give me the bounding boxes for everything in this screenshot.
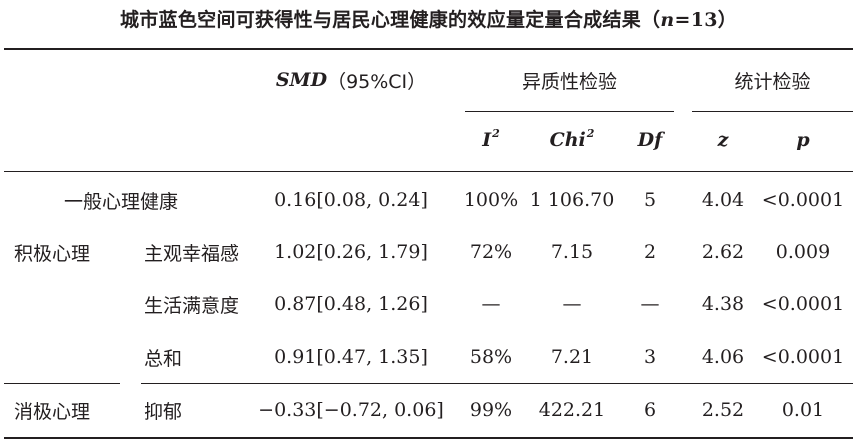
header-smd-label: SMD [275,69,328,91]
caption-n-label: n [660,9,675,31]
header-i2-sup: 2 [492,126,500,140]
table-caption: 城市蓝色空间可获得性与居民心理健康的效应量定量合成结果（n=13） [0,6,857,34]
row-3-z: 4.38 [701,293,745,315]
row-4-chi2: 7.21 [550,346,594,368]
section-rule-right [141,383,853,384]
row-3-p: <0.0001 [761,293,845,315]
row-5-p: 0.01 [781,399,825,421]
row-1-chi2: 1 106.70 [529,189,615,211]
section-rule-left [4,383,120,384]
row-2-group: 积极心理 [14,242,91,265]
header-p: p [796,129,810,151]
row-3-df: — [640,293,660,315]
row-2-smd: 1.02[0.26, 1.79] [274,241,428,263]
row-2-df: 2 [643,241,657,263]
row-2-z: 2.62 [701,241,745,263]
row-1-z: 4.04 [701,189,745,211]
bottom-rule [4,437,853,439]
statistics-underline [692,111,853,112]
row-3-smd: 0.87[0.48, 1.26] [274,293,428,315]
row-1-df: 5 [643,189,657,211]
caption-text: 城市蓝色空间可获得性与居民心理健康的效应量定量合成结果（ [119,9,661,31]
row-2-p: 0.009 [775,241,831,263]
row-5-smd: −0.33[−0.72, 0.06] [258,399,444,421]
row-3-i2: — [481,293,501,315]
header-i2-label: I [482,129,492,151]
row-1-p: <0.0001 [761,189,845,211]
row-4-p: <0.0001 [761,346,845,368]
row-5-df: 6 [643,399,657,421]
header-chi2: Chi 2 [522,120,622,160]
heterogeneity-underline [465,111,674,112]
row-2-i2: 72% [469,241,513,263]
row-4-smd: 0.91[0.47, 1.35] [274,346,428,368]
header-rule [4,171,853,172]
row-2-chi2: 7.15 [550,241,594,263]
row-3-sub: 生活满意度 [144,294,240,317]
caption-n-value: =13） [674,9,738,31]
row-1-i2: 100% [463,189,519,211]
row-2-sub: 主观幸福感 [144,242,240,265]
header-z: z [717,129,729,151]
row-5-z: 2.52 [701,399,745,421]
header-heterogeneity: 异质性检验 [521,70,617,93]
row-4-df: 3 [643,346,657,368]
header-statistics: 统计检验 [734,70,811,93]
header-df: Df [637,129,663,151]
header-smd: SMD （95%CI） [240,60,462,100]
row-5-group: 消极心理 [14,400,91,423]
row-1-group: 一般心理健康 [64,190,179,213]
row-4-z: 4.06 [701,346,745,368]
row-5-chi2: 422.21 [538,399,606,421]
header-smd-ci: （95%CI） [327,70,427,93]
row-4-sub: 总和 [144,347,183,370]
row-3-chi2: — [562,293,582,315]
header-chi2-sup: 2 [586,126,595,140]
row-5-sub: 抑郁 [144,400,183,423]
top-rule [4,48,853,50]
header-chi2-label: Chi [549,129,586,151]
row-5-i2: 99% [469,399,513,421]
row-1-smd: 0.16[0.08, 0.24] [274,189,428,211]
row-4-i2: 58% [469,346,513,368]
